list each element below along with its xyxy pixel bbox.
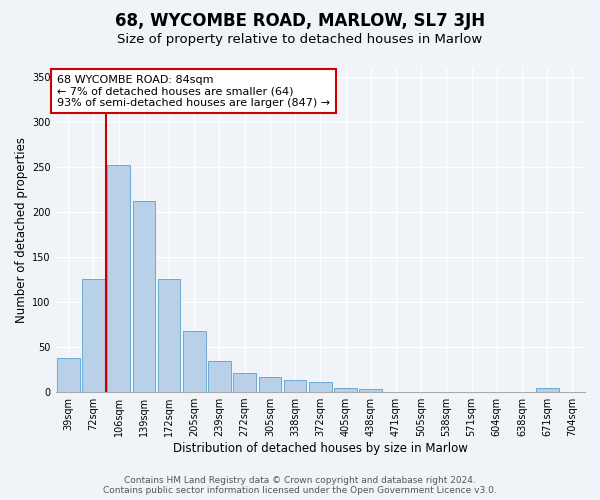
Text: 68, WYCOMBE ROAD, MARLOW, SL7 3JH: 68, WYCOMBE ROAD, MARLOW, SL7 3JH [115, 12, 485, 30]
Bar [284, 380, 307, 392]
Text: 68 WYCOMBE ROAD: 84sqm
← 7% of detached houses are smaller (64)
93% of semi-deta: 68 WYCOMBE ROAD: 84sqm ← 7% of detached … [57, 74, 330, 108]
Bar [107, 165, 130, 392]
Bar [208, 360, 231, 392]
Bar [536, 388, 559, 392]
Bar [309, 382, 332, 392]
Text: Contains HM Land Registry data © Crown copyright and database right 2024.
Contai: Contains HM Land Registry data © Crown c… [103, 476, 497, 495]
Bar [334, 388, 357, 392]
Bar [158, 280, 181, 392]
Y-axis label: Number of detached properties: Number of detached properties [15, 137, 28, 323]
Text: Size of property relative to detached houses in Marlow: Size of property relative to detached ho… [118, 32, 482, 46]
Bar [57, 358, 80, 392]
Bar [233, 373, 256, 392]
Bar [359, 390, 382, 392]
X-axis label: Distribution of detached houses by size in Marlow: Distribution of detached houses by size … [173, 442, 468, 455]
Bar [82, 280, 105, 392]
Bar [259, 377, 281, 392]
Bar [133, 201, 155, 392]
Bar [183, 331, 206, 392]
